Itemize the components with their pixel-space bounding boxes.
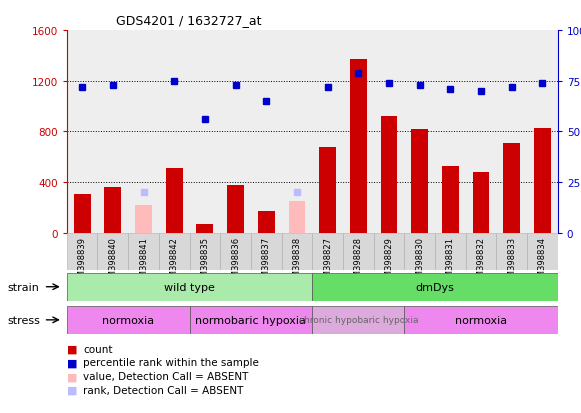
FancyBboxPatch shape — [251, 233, 282, 271]
Bar — [534, 128, 551, 233]
Text: value, Detection Call = ABSENT: value, Detection Call = ABSENT — [83, 371, 249, 381]
Text: stress: stress — [7, 315, 40, 325]
Text: rank, Detection Call = ABSENT: rank, Detection Call = ABSENT — [83, 385, 243, 395]
Bar — [472, 173, 489, 233]
FancyBboxPatch shape — [313, 273, 558, 301]
FancyBboxPatch shape — [67, 233, 98, 271]
FancyBboxPatch shape — [189, 233, 220, 271]
FancyBboxPatch shape — [220, 233, 251, 271]
FancyBboxPatch shape — [466, 233, 496, 271]
Text: ■: ■ — [67, 371, 77, 381]
FancyBboxPatch shape — [404, 306, 558, 334]
Text: dmDys: dmDys — [415, 282, 454, 292]
Bar — [74, 194, 91, 233]
Bar — [105, 188, 121, 233]
Text: normoxia: normoxia — [102, 315, 154, 325]
FancyBboxPatch shape — [435, 233, 466, 271]
FancyBboxPatch shape — [159, 233, 189, 271]
Text: GSM398836: GSM398836 — [231, 236, 240, 287]
Bar — [503, 144, 520, 233]
FancyBboxPatch shape — [189, 306, 313, 334]
FancyBboxPatch shape — [67, 273, 313, 301]
Text: ■: ■ — [67, 358, 77, 368]
Text: GSM398840: GSM398840 — [108, 236, 117, 287]
Text: GSM398841: GSM398841 — [139, 236, 148, 287]
FancyBboxPatch shape — [404, 233, 435, 271]
Bar — [319, 147, 336, 233]
Bar — [350, 60, 367, 233]
Bar — [289, 202, 306, 233]
FancyBboxPatch shape — [98, 233, 128, 271]
Bar — [381, 117, 397, 233]
Text: ■: ■ — [67, 344, 77, 354]
Bar — [227, 185, 244, 233]
Text: GDS4201 / 1632727_at: GDS4201 / 1632727_at — [116, 14, 261, 27]
FancyBboxPatch shape — [343, 233, 374, 271]
Text: GSM398839: GSM398839 — [78, 236, 87, 287]
Bar — [166, 169, 182, 233]
Bar — [135, 206, 152, 233]
Text: normoxia: normoxia — [455, 315, 507, 325]
Text: GSM398833: GSM398833 — [507, 236, 517, 287]
Bar — [442, 166, 459, 233]
Text: ■: ■ — [67, 385, 77, 395]
Text: chronic hypobaric hypoxia: chronic hypobaric hypoxia — [299, 316, 418, 325]
FancyBboxPatch shape — [128, 233, 159, 271]
Text: normobaric hypoxia: normobaric hypoxia — [195, 315, 306, 325]
Text: GSM398831: GSM398831 — [446, 236, 455, 287]
FancyBboxPatch shape — [282, 233, 313, 271]
Bar — [196, 225, 213, 233]
Text: GSM398829: GSM398829 — [385, 236, 393, 287]
FancyBboxPatch shape — [374, 233, 404, 271]
Text: GSM398838: GSM398838 — [292, 236, 302, 287]
FancyBboxPatch shape — [496, 233, 527, 271]
Text: GSM398837: GSM398837 — [262, 236, 271, 287]
Text: strain: strain — [7, 282, 39, 292]
Text: GSM398830: GSM398830 — [415, 236, 424, 287]
Bar — [411, 130, 428, 233]
Bar — [258, 212, 275, 233]
Text: GSM398827: GSM398827 — [323, 236, 332, 287]
Text: GSM398828: GSM398828 — [354, 236, 363, 287]
Text: GSM398832: GSM398832 — [476, 236, 486, 287]
Text: GSM398835: GSM398835 — [200, 236, 209, 287]
Text: percentile rank within the sample: percentile rank within the sample — [83, 358, 259, 368]
FancyBboxPatch shape — [313, 306, 404, 334]
Text: count: count — [83, 344, 113, 354]
Text: GSM398834: GSM398834 — [538, 236, 547, 287]
Text: wild type: wild type — [164, 282, 215, 292]
FancyBboxPatch shape — [527, 233, 558, 271]
Text: GSM398842: GSM398842 — [170, 236, 179, 287]
FancyBboxPatch shape — [313, 233, 343, 271]
FancyBboxPatch shape — [67, 306, 189, 334]
